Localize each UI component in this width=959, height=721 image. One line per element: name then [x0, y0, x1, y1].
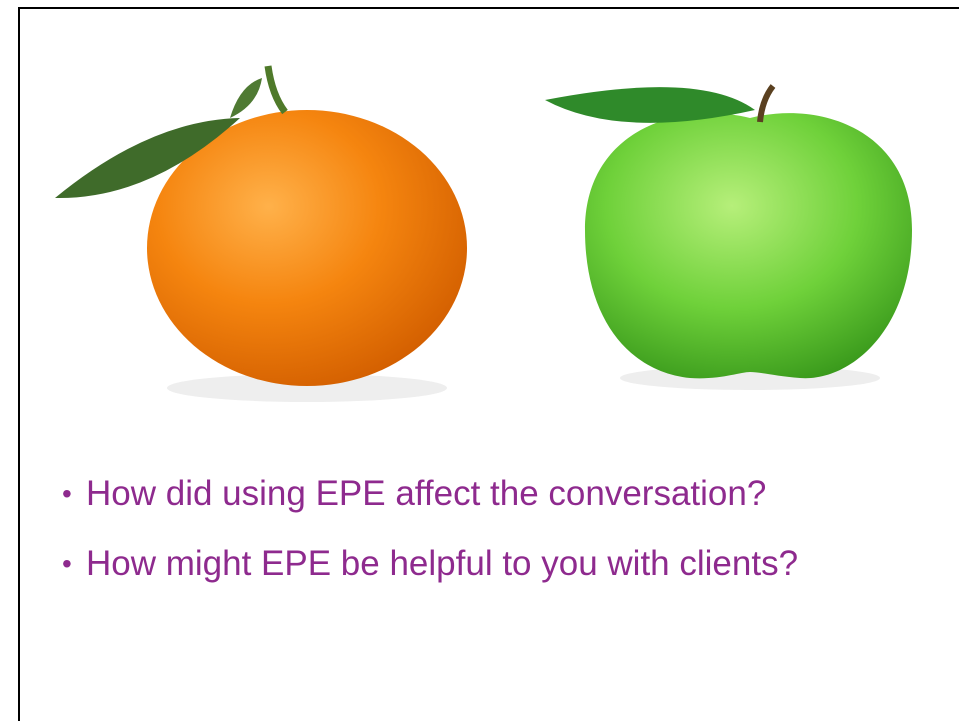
apple [585, 113, 912, 378]
bullet-list: How did using EPE affect the conversatio… [62, 468, 932, 608]
page: How did using EPE affect the conversatio… [0, 0, 959, 721]
bullet: How might EPE be helpful to you with cli… [62, 538, 932, 590]
bullet: How did using EPE affect the conversatio… [62, 468, 932, 520]
orange-leaf [230, 78, 262, 118]
slide: How did using EPE affect the conversatio… [0, 0, 959, 721]
orange-stem [268, 66, 285, 112]
fruit-picture [0, 0, 959, 450]
